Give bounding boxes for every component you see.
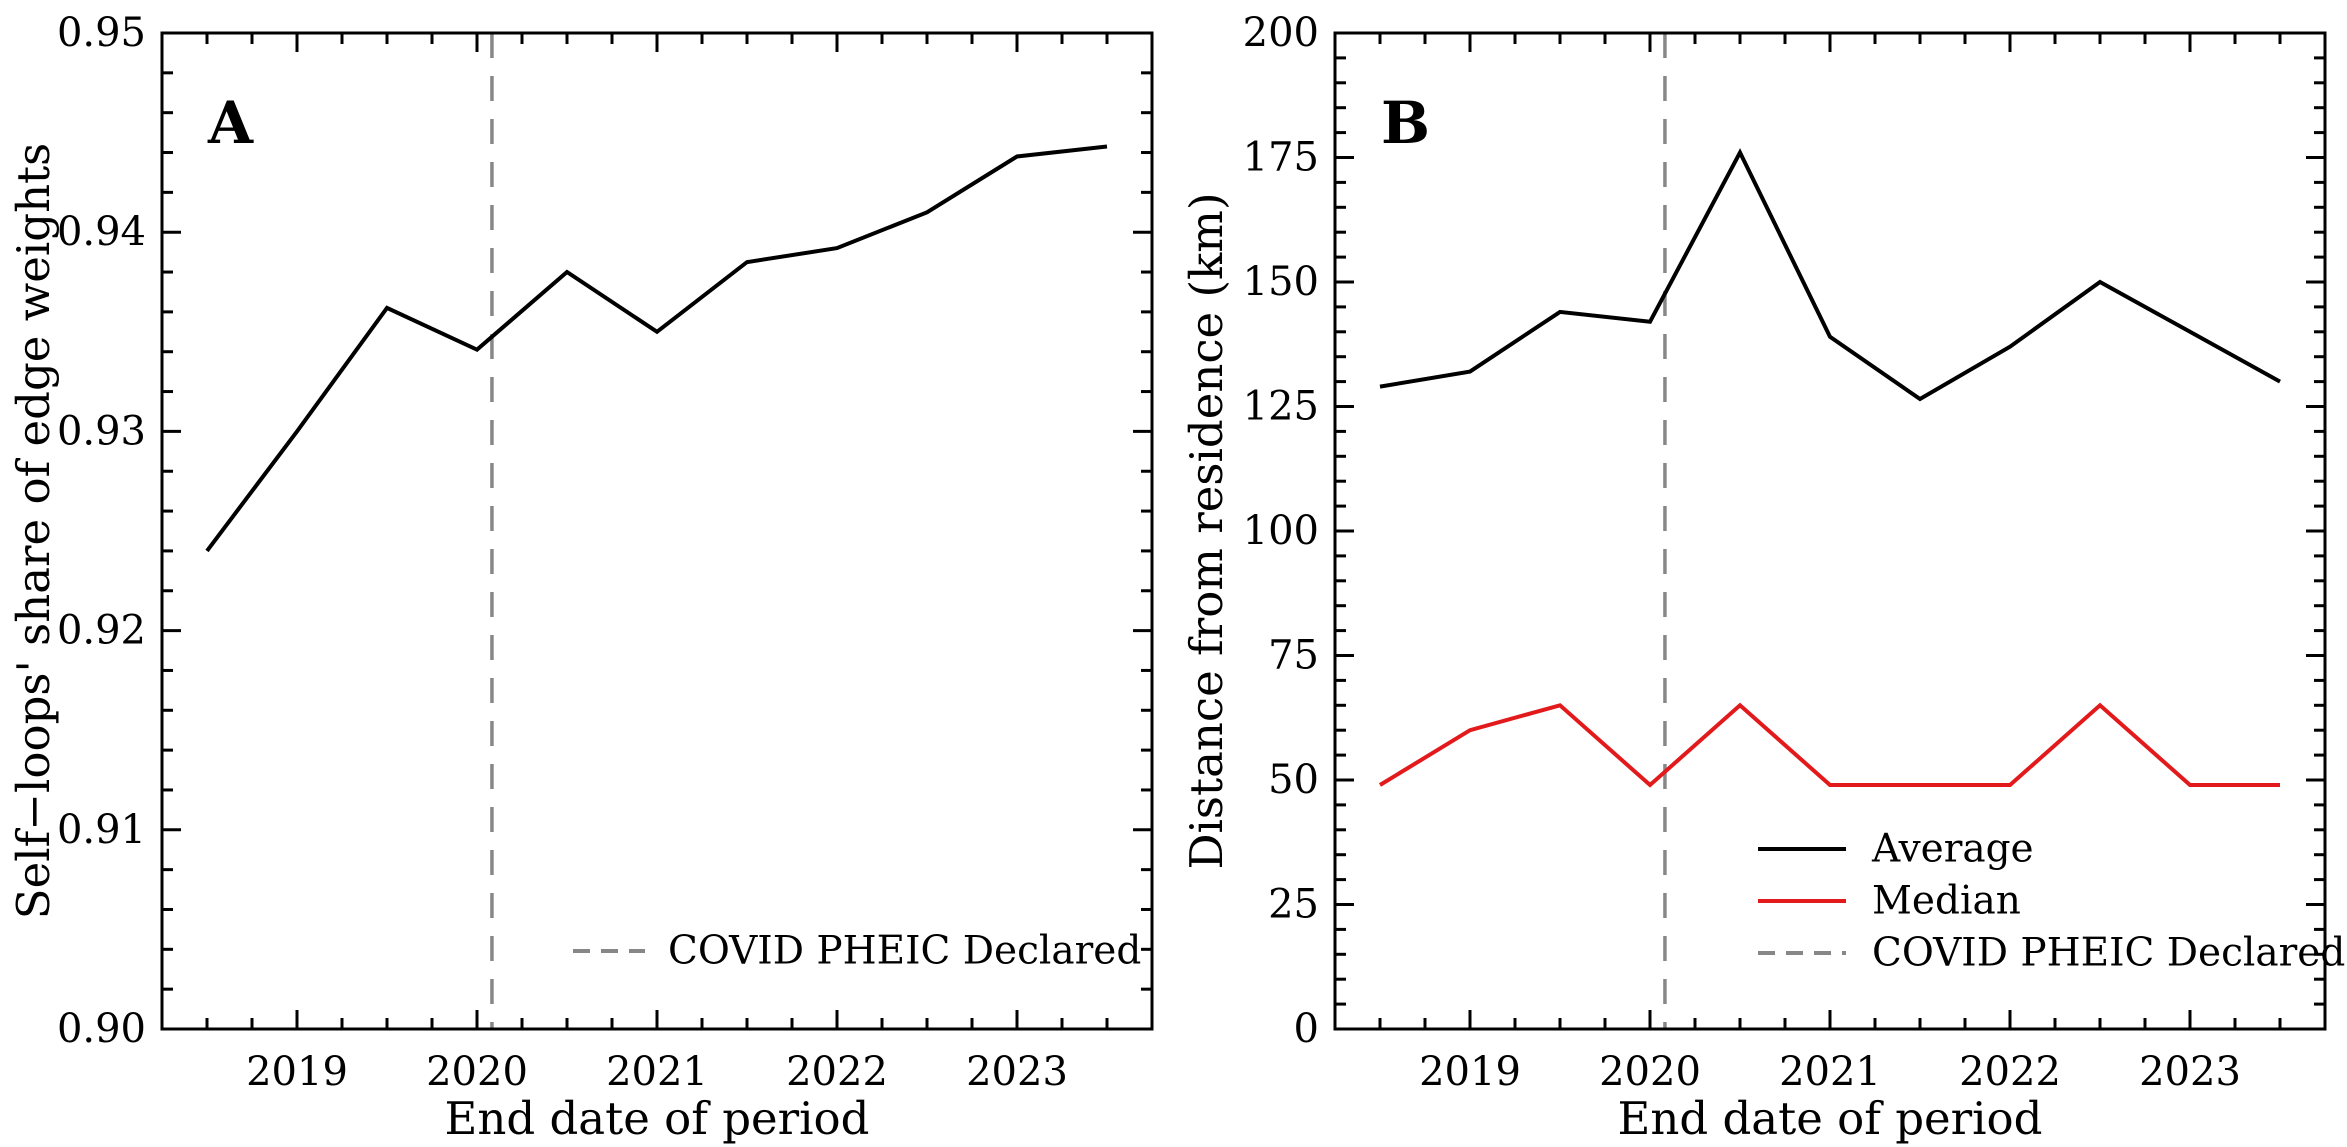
panel-a: 2019 2020 2021 2022 2023 0.90 0.91 0.92 0.93 0.94… [7, 10, 1154, 1145]
y-tick-label: 0.93 [57, 408, 146, 454]
x-tick-label: 2022 [1959, 1049, 2061, 1095]
y-tick-label: 25 [1268, 882, 1319, 928]
x-axis-title: End date of period [445, 1092, 870, 1145]
y-tick-label: 0.91 [57, 807, 146, 853]
panel-b: 2019 2020 2021 2022 2023 0 25 50 75 100 125 150 175 2… [1180, 10, 2345, 1145]
x-tick-label: 2019 [1419, 1049, 1521, 1095]
x-tick-label: 2022 [786, 1049, 888, 1095]
y-tick-label: 0 [1294, 1006, 1319, 1052]
panel-letter-label: B [1381, 89, 1430, 157]
y-tick-label: 100 [1243, 508, 1319, 554]
x-tick-label: 2023 [966, 1049, 1068, 1095]
median-line [1378, 702, 2280, 788]
plot-border [160, 31, 1154, 1031]
axis-ticks [1335, 31, 2325, 1031]
average-line [1379, 148, 2281, 402]
plot-border [1333, 31, 2327, 1031]
y-tick-label: 175 [1243, 135, 1319, 181]
y-tick-label: 0.90 [57, 1006, 146, 1052]
y-tick-label: 50 [1268, 757, 1319, 803]
self-loops-share-of-edge-weights-line [205, 144, 1108, 553]
y-tick-label: 200 [1243, 10, 1319, 56]
axis-ticks [162, 31, 1152, 1031]
legend-label: Average [1871, 827, 2034, 872]
x-tick-label: 2020 [1599, 1049, 1701, 1095]
y-tick-label: 0.94 [57, 209, 146, 255]
x-tick-label: 2021 [1779, 1049, 1881, 1095]
legend-label: COVID PHEIC Declared [668, 929, 1141, 974]
y-tick-label: 150 [1243, 259, 1319, 305]
legend: Average Median COVID PHEIC Declared [1758, 827, 2345, 976]
x-tick-label: 2023 [2139, 1049, 2241, 1095]
y-tick-label: 0.92 [57, 608, 146, 654]
x-tick-label: 2019 [246, 1049, 348, 1095]
legend-label: COVID PHEIC Declared [1872, 931, 2345, 976]
y-tick-label: 125 [1243, 384, 1319, 430]
y-axis-title: Distance from residence (km) [1180, 192, 1233, 869]
panel-letter-label: A [207, 89, 254, 157]
x-tick-label: 2021 [606, 1049, 708, 1095]
legend: COVID PHEIC Declared [573, 929, 1141, 974]
y-tick-label: 75 [1268, 633, 1319, 679]
x-tick-label: 2020 [426, 1049, 528, 1095]
legend-label: Median [1872, 879, 2021, 924]
y-axis-title: Self−loops' share of edge weights [7, 143, 60, 919]
y-tick-label: 0.95 [57, 10, 146, 56]
x-axis-title: End date of period [1618, 1092, 2043, 1145]
